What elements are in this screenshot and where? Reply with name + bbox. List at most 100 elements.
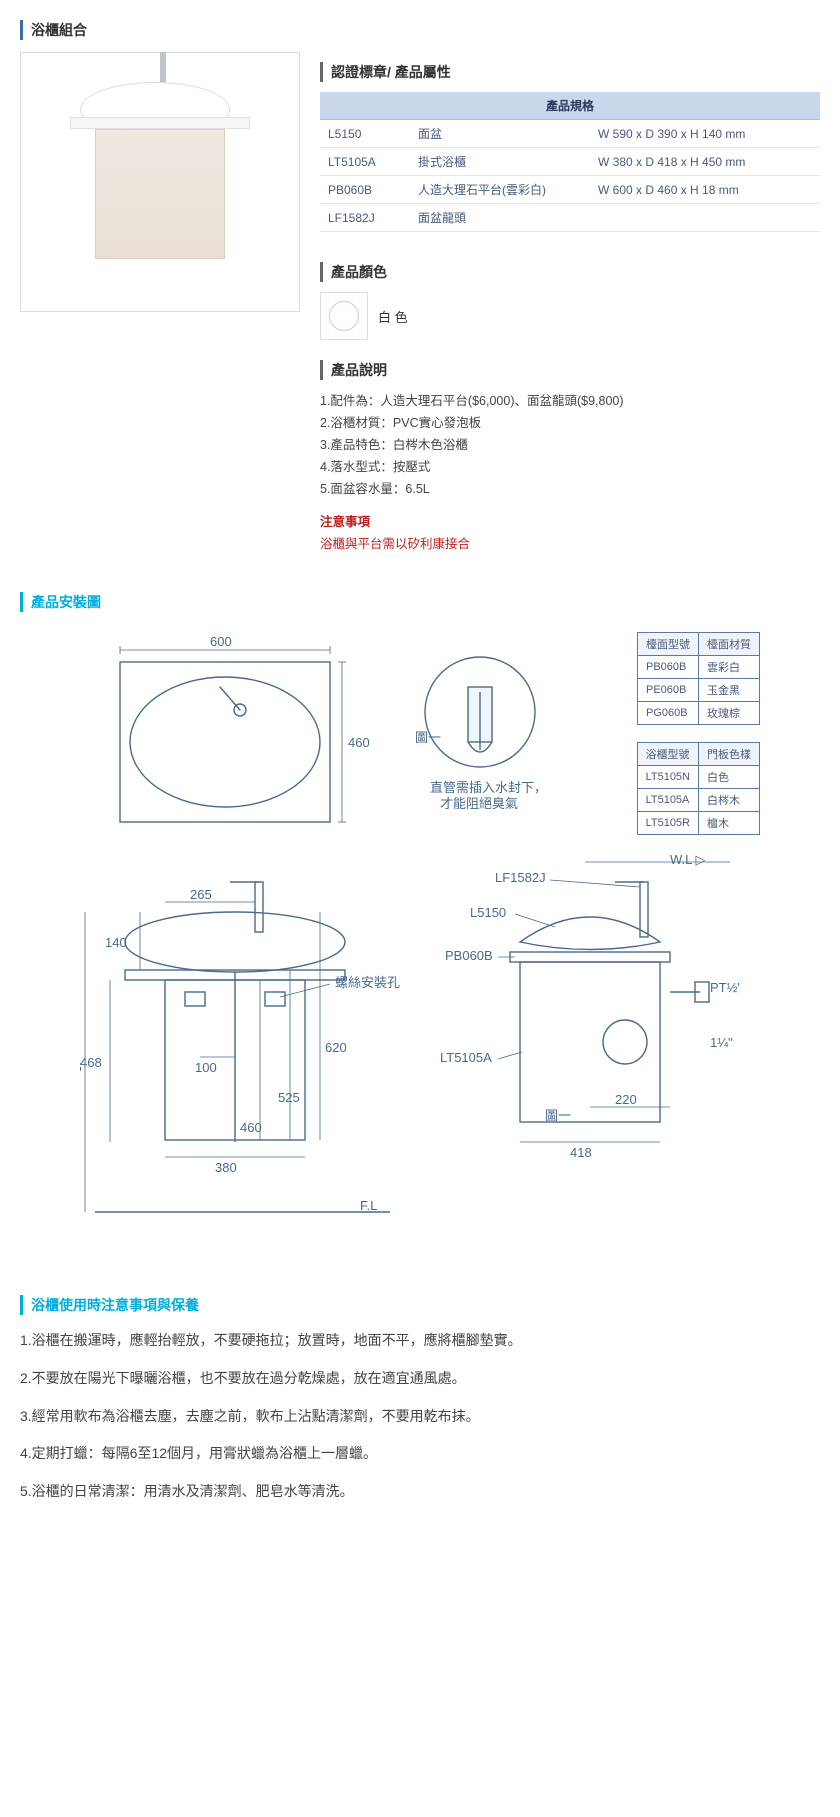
wl-label: W.L ▷: [670, 852, 706, 867]
dim-815: 815: [80, 1060, 82, 1075]
mini-cell: 玫瑰棕: [699, 702, 760, 725]
dim-525: 525: [278, 1090, 300, 1105]
page-title: 浴櫃組合: [20, 20, 820, 40]
color-label: 白 色: [378, 307, 408, 326]
mini-table-counter: 檯面型號檯面材質 PB060B雲彩白PE060B玉金黑PG060B玫瑰棕: [637, 632, 760, 725]
circle1-label: 圖一: [415, 730, 441, 745]
care-item: 4.定期打蠟：每隔6至12個月，用膏狀蠟為浴櫃上一層蠟。: [20, 1442, 820, 1466]
spec-row: L5150面盆W 590 x D 390 x H 140 mm: [320, 120, 820, 148]
care-title: 浴櫃使用時注意事項與保養: [20, 1295, 820, 1315]
spec-row: LF1582J面盆龍頭: [320, 204, 820, 232]
mini-row: PB060B雲彩白: [638, 656, 760, 679]
mini-cell: 白色: [699, 766, 760, 789]
dim-620: 620: [325, 1040, 347, 1055]
care-list: 1.浴櫃在搬運時，應輕抬輕放，不要硬拖拉；放置時，地面不平，應將櫃腳墊實。 2.不…: [20, 1329, 820, 1504]
counter-shape: [70, 117, 250, 129]
screw-label: 螺絲安裝孔: [335, 975, 400, 990]
mt1-h2: 檯面材質: [699, 633, 760, 656]
color-circle: [329, 301, 359, 331]
spec-cell: W 600 x D 460 x H 18 mm: [590, 176, 820, 204]
mini-row: LT5105A白梣木: [637, 789, 759, 812]
dim-600: 600: [210, 634, 232, 649]
spec-row: LT5105A掛式浴櫃W 380 x D 418 x H 450 mm: [320, 148, 820, 176]
desc-item: 1.配件為：人造大理石平台($6,000)、面盆龍頭($9,800): [320, 390, 820, 409]
dim-418: 418: [570, 1145, 592, 1160]
spec-cell: [590, 204, 820, 232]
circle2-label: 圖一: [545, 1108, 571, 1123]
spec-cell: LF1582J: [320, 204, 410, 232]
mini-cell: PE060B: [638, 679, 699, 702]
floor-label: F.L: [360, 1198, 377, 1213]
lt-label: LT5105A: [440, 1050, 492, 1065]
care-item: 2.不要放在陽光下曝曬浴櫃，也不要放在過分乾燥處，放在適宜通風處。: [20, 1367, 820, 1391]
pb-label: PB060B: [445, 948, 493, 963]
dim-100: 100: [195, 1060, 217, 1075]
p14-label: 1¼": [710, 1035, 733, 1050]
spec-cell: 掛式浴櫃: [410, 148, 590, 176]
spec-cell: LT5105A: [320, 148, 410, 176]
dim-460b: 460: [240, 1120, 262, 1135]
warning-title: 注意事項: [320, 511, 820, 530]
mini-row: LT5105R檀木: [637, 812, 759, 835]
color-title: 產品顏色: [320, 262, 820, 282]
dim-468: 468: [80, 1055, 102, 1070]
mini-cell: PB060B: [638, 656, 699, 679]
spec-cell: 面盆龍頭: [410, 204, 590, 232]
spec-cell: W 380 x D 418 x H 450 mm: [590, 148, 820, 176]
warning-text: 浴櫃與平台需以矽利康接合: [320, 533, 820, 552]
mini-cell: 玉金黑: [699, 679, 760, 702]
mini-cell: PG060B: [638, 702, 699, 725]
spec-cell: 人造大理石平台(雲彩白): [410, 176, 590, 204]
dim-380: 380: [215, 1160, 237, 1175]
mini-row: PE060B玉金黑: [638, 679, 760, 702]
pipe-note2: 才能阻絕臭氣: [440, 796, 518, 811]
mt2-h1: 浴櫃型號: [637, 743, 698, 766]
pt-label: PT½": [710, 980, 740, 995]
dim-140: 140: [105, 935, 127, 950]
mt2-h2: 門板色樣: [699, 743, 760, 766]
dim-460: 460: [348, 735, 370, 750]
dim-265: 265: [190, 887, 212, 902]
mini-row: LT5105N白色: [637, 766, 759, 789]
dim-220: 220: [615, 1092, 637, 1107]
description-title: 產品說明: [320, 360, 820, 380]
install-title: 產品安裝圖: [20, 592, 820, 612]
lf-label: LF1582J: [495, 870, 546, 885]
spec-header: 產品規格: [320, 92, 820, 120]
top-section: 認證標章/ 產品屬性 產品規格 L5150面盆W 590 x D 390 x H…: [20, 52, 820, 552]
product-visual: [60, 82, 260, 282]
mini-cell: 雲彩白: [699, 656, 760, 679]
mini-cell: LT5105N: [637, 766, 698, 789]
mini-cell: 白梣木: [699, 789, 760, 812]
spec-cell: L5150: [320, 120, 410, 148]
description-list: 1.配件為：人造大理石平台($6,000)、面盆龍頭($9,800) 2.浴櫃材質…: [320, 390, 820, 497]
desc-item: 3.產品特色：白梣木色浴櫃: [320, 434, 820, 453]
mini-cell: 檀木: [699, 812, 760, 835]
color-swatch: [320, 292, 368, 340]
desc-item: 2.浴櫃材質：PVC實心發泡板: [320, 412, 820, 431]
attributes-column: 認證標章/ 產品屬性 產品規格 L5150面盆W 590 x D 390 x H…: [320, 52, 820, 552]
spec-cell: PB060B: [320, 176, 410, 204]
attributes-title: 認證標章/ 產品屬性: [320, 62, 820, 82]
cabinet-shape: [95, 129, 225, 259]
mt1-h1: 檯面型號: [638, 633, 699, 656]
spec-row: PB060B人造大理石平台(雲彩白)W 600 x D 460 x H 18 m…: [320, 176, 820, 204]
spec-cell: W 590 x D 390 x H 140 mm: [590, 120, 820, 148]
spec-cell: 面盆: [410, 120, 590, 148]
product-image: [20, 52, 300, 312]
mini-table-cabinet: 浴櫃型號門板色樣 LT5105N白色LT5105A白梣木LT5105R檀木: [637, 742, 760, 835]
l5150-label: L5150: [470, 905, 506, 920]
care-item: 1.浴櫃在搬運時，應輕抬輕放，不要硬拖拉；放置時，地面不平，應將櫃腳墊實。: [20, 1329, 820, 1353]
install-diagram: 檯面型號檯面材質 PB060B雲彩白PE060B玉金黑PG060B玫瑰棕 浴櫃型…: [80, 632, 760, 1255]
mini-cell: LT5105A: [637, 789, 698, 812]
care-item: 5.浴櫃的日常清潔：用清水及清潔劑、肥皂水等清洗。: [20, 1480, 820, 1504]
diagram-svg: 600 460 圖一 直管需插入水封下， 才能阻絕臭氣: [80, 632, 740, 1252]
mini-cell: LT5105R: [637, 812, 698, 835]
pipe-note1: 直管需插入水封下，: [430, 780, 547, 795]
desc-item: 5.面盆容水量：6.5L: [320, 478, 820, 497]
desc-item: 4.落水型式：按壓式: [320, 456, 820, 475]
spec-table: 產品規格 L5150面盆W 590 x D 390 x H 140 mmLT51…: [320, 92, 820, 232]
mini-row: PG060B玫瑰棕: [638, 702, 760, 725]
color-row: 白 色: [320, 292, 820, 340]
care-item: 3.經常用軟布為浴櫃去塵，去塵之前，軟布上沾點清潔劑，不要用乾布抹。: [20, 1405, 820, 1429]
